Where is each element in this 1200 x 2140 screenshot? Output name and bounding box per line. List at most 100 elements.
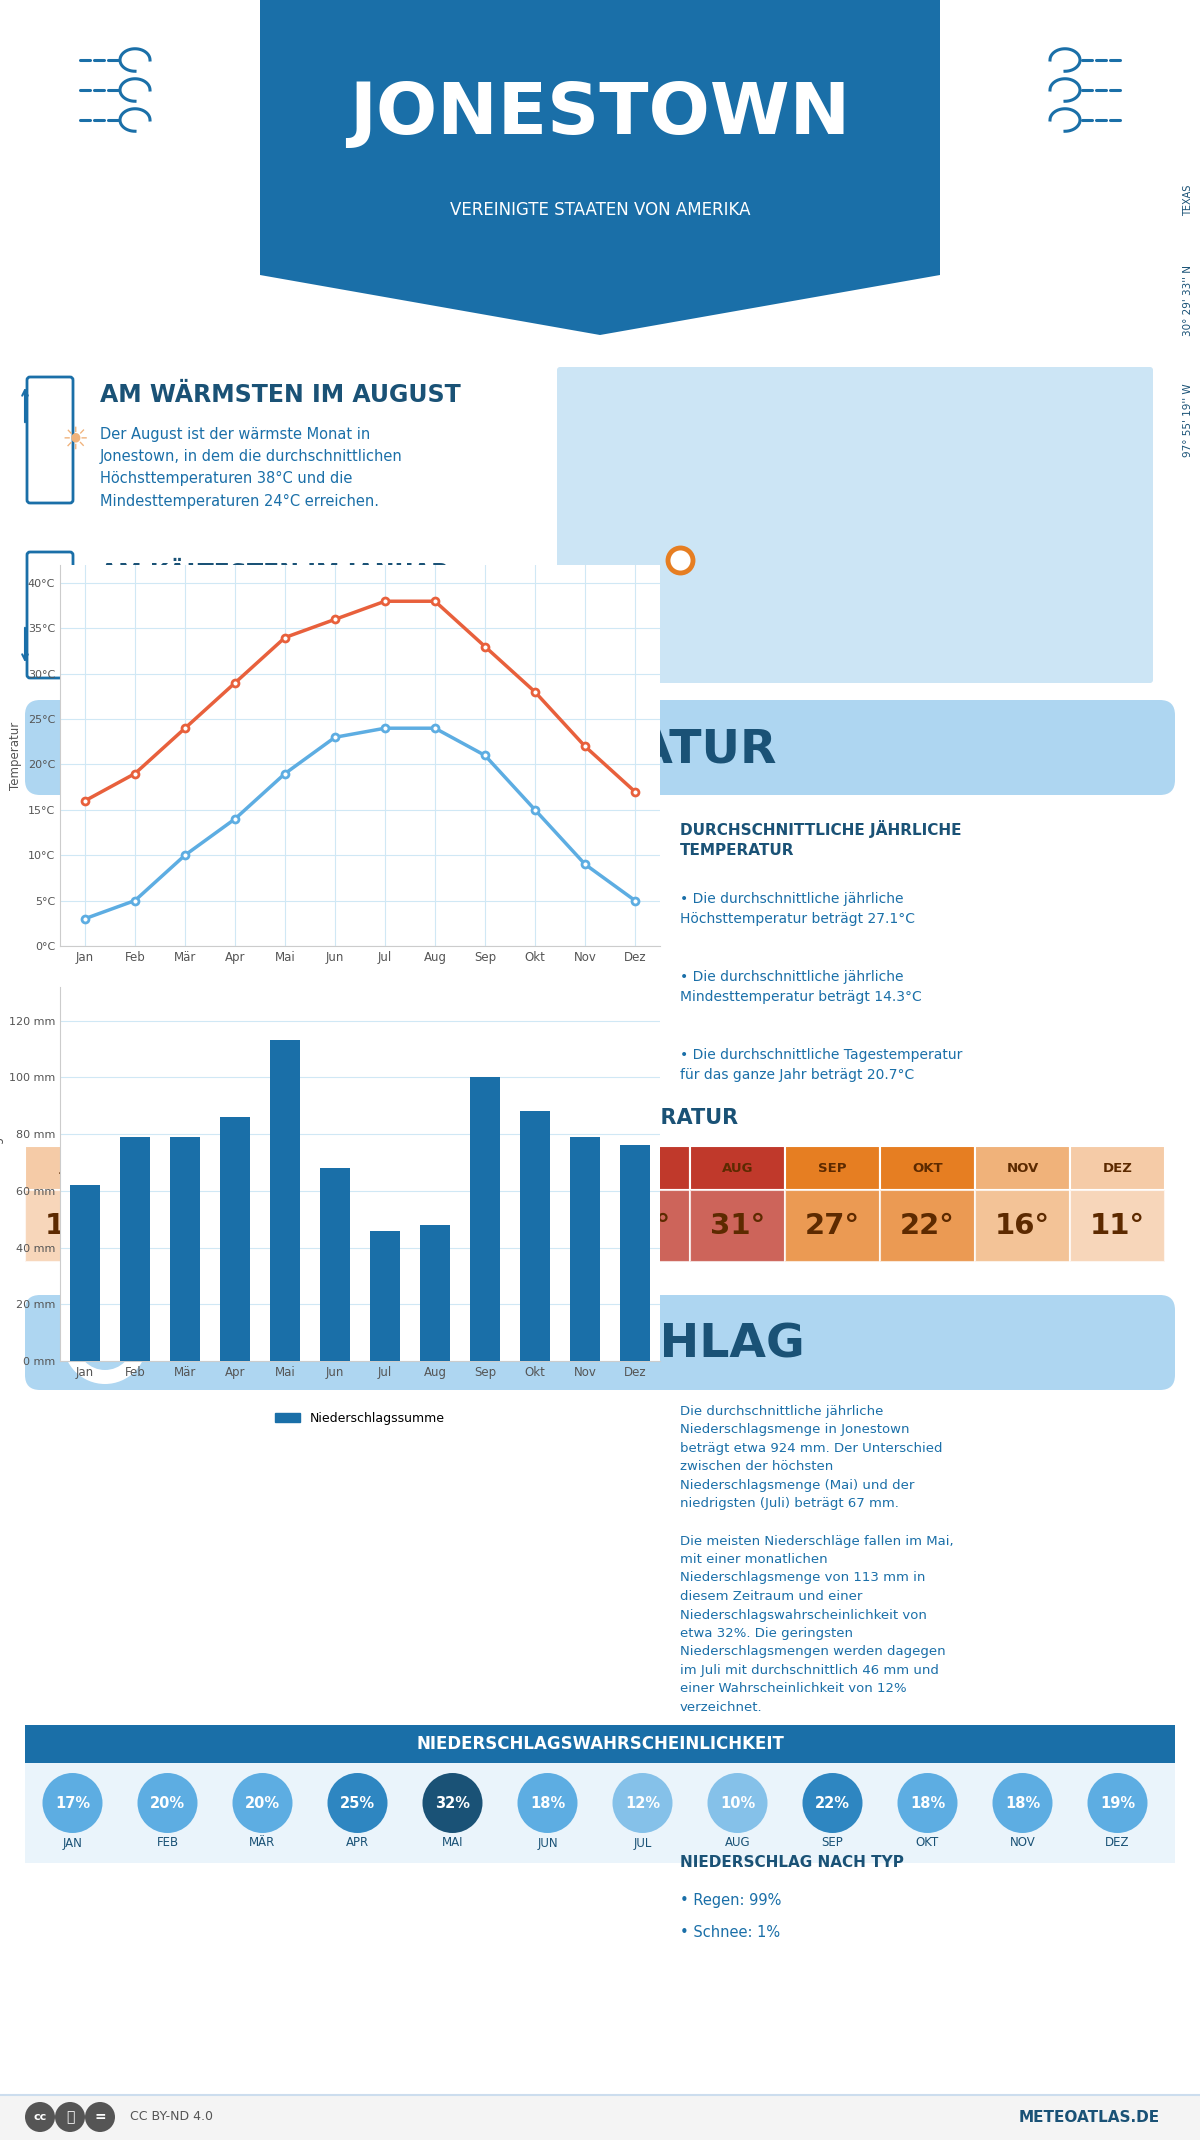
Bar: [620, 1145, 650, 1361]
Text: 32%: 32%: [436, 1795, 470, 1810]
Text: 11°: 11°: [1090, 1211, 1145, 1239]
Bar: [0, 0, 1200, 370]
Text: 27°: 27°: [805, 1211, 860, 1239]
Text: 12%: 12%: [625, 1795, 660, 1810]
Text: 18%: 18%: [910, 1795, 946, 1810]
Text: APR: APR: [346, 1836, 370, 1849]
Text: JAN: JAN: [62, 1836, 83, 1849]
Circle shape: [328, 1774, 388, 1834]
Circle shape: [612, 1774, 672, 1834]
Text: FEB: FEB: [154, 1162, 181, 1175]
Text: • Schnee: 1%: • Schnee: 1%: [680, 1926, 780, 1941]
Text: ❅: ❅: [62, 601, 88, 629]
Bar: [0, 2095, 1200, 2140]
Text: NOV: NOV: [1007, 1162, 1039, 1175]
Bar: [974, 1147, 1070, 1190]
Circle shape: [138, 1774, 198, 1834]
Legend: Maximale Temperatur, Minimale Temperatur: Maximale Temperatur, Minimale Temperatur: [167, 1012, 553, 1036]
Bar: [470, 1076, 500, 1361]
Bar: [120, 1136, 150, 1361]
Text: JUN: JUN: [538, 1836, 558, 1849]
Text: 24°: 24°: [425, 1211, 480, 1239]
Text: ⓘ: ⓘ: [66, 2110, 74, 2125]
Text: CC BY-ND 4.0: CC BY-ND 4.0: [130, 2110, 214, 2123]
Bar: [500, 1147, 595, 1190]
Text: JONESTOWN: JONESTOWN: [349, 81, 851, 150]
Bar: [215, 1190, 310, 1263]
Text: • Die durchschnittliche jährliche
Mindesttemperatur beträgt 14.3°C: • Die durchschnittliche jährliche Mindes…: [680, 969, 922, 1004]
Text: MAI: MAI: [442, 1836, 463, 1849]
Text: 19%: 19%: [1100, 1795, 1135, 1810]
Circle shape: [74, 717, 134, 777]
Text: 17%: 17%: [55, 1795, 90, 1810]
Text: Der August ist der wärmste Monat in
Jonestown, in dem die durchschnittlichen
Höc: Der August ist der wärmste Monat in Jone…: [100, 428, 403, 509]
Bar: [785, 1190, 880, 1263]
Text: NIEDERSCHLAG: NIEDERSCHLAG: [394, 1323, 806, 1367]
Text: Die durchschnittliche jährliche
Niederschlagsmenge in Jonestown
beträgt etwa 924: Die durchschnittliche jährliche Niedersc…: [680, 1406, 954, 1714]
Text: 10°: 10°: [46, 1211, 100, 1239]
Text: Der kälteste Monat des Jahres ist dagegen
der Januar mit Höchsttemperaturen von
: Der kälteste Monat des Jahres ist dagege…: [100, 601, 412, 661]
Text: AUG: AUG: [721, 1162, 754, 1175]
Bar: [25, 1190, 120, 1263]
Text: MÄR: MÄR: [250, 1836, 276, 1849]
Bar: [974, 1190, 1070, 1263]
Text: JUL: JUL: [634, 1836, 652, 1849]
Text: 30°: 30°: [614, 1211, 670, 1239]
Text: • Regen: 99%: • Regen: 99%: [680, 1894, 781, 1909]
Bar: [406, 1190, 500, 1263]
Text: 22°: 22°: [900, 1211, 955, 1239]
Text: 20%: 20%: [245, 1795, 280, 1810]
Text: 21°: 21°: [330, 1211, 385, 1239]
Text: TEXAS: TEXAS: [1183, 184, 1193, 216]
Y-axis label: Temperatur: Temperatur: [10, 721, 23, 790]
Text: 28°: 28°: [520, 1211, 575, 1239]
Bar: [170, 1136, 200, 1361]
Bar: [320, 1168, 350, 1361]
Text: 20%: 20%: [150, 1795, 185, 1810]
Text: APR: APR: [342, 1162, 373, 1175]
Text: OKT: OKT: [916, 1836, 940, 1849]
Circle shape: [64, 704, 148, 790]
Text: JAN: JAN: [59, 1162, 85, 1175]
Bar: [215, 1147, 310, 1190]
Bar: [406, 1147, 500, 1190]
Bar: [310, 1190, 406, 1263]
Circle shape: [1087, 1774, 1147, 1834]
Y-axis label: Niederschlag: Niederschlag: [0, 1134, 4, 1213]
Bar: [310, 1147, 406, 1190]
Circle shape: [517, 1774, 577, 1834]
Circle shape: [708, 1774, 768, 1834]
Bar: [1070, 1190, 1165, 1263]
Bar: [520, 1111, 550, 1361]
Bar: [220, 1117, 250, 1361]
Bar: [270, 1040, 300, 1361]
Polygon shape: [260, 0, 940, 336]
Bar: [25, 1763, 1175, 1864]
Bar: [420, 1224, 450, 1361]
Text: 12°: 12°: [140, 1211, 194, 1239]
Circle shape: [233, 1774, 293, 1834]
Bar: [690, 1190, 785, 1263]
Text: NIEDERSCHLAG NACH TYP: NIEDERSCHLAG NACH TYP: [680, 1855, 904, 1870]
Bar: [690, 1147, 785, 1190]
Text: AM WÄRMSTEN IM AUGUST: AM WÄRMSTEN IM AUGUST: [100, 383, 461, 407]
Bar: [880, 1147, 974, 1190]
Text: SEP: SEP: [818, 1162, 847, 1175]
Bar: [25, 1147, 120, 1190]
Text: VEREINIGTE STAATEN VON AMERIKA: VEREINIGTE STAATEN VON AMERIKA: [450, 201, 750, 218]
Legend: Niederschlagssumme: Niederschlagssumme: [270, 1406, 450, 1430]
Bar: [595, 1147, 690, 1190]
Circle shape: [803, 1774, 863, 1834]
Bar: [25, 1725, 1175, 1763]
Text: DEZ: DEZ: [1105, 1836, 1129, 1849]
Text: 97° 55' 19'' W: 97° 55' 19'' W: [1183, 383, 1193, 456]
Text: FEB: FEB: [156, 1836, 179, 1849]
Text: 18%: 18%: [530, 1795, 565, 1810]
Circle shape: [77, 1314, 133, 1370]
Circle shape: [422, 1774, 482, 1834]
Bar: [880, 1190, 974, 1263]
Text: 17°: 17°: [235, 1211, 290, 1239]
Text: MAI: MAI: [438, 1162, 467, 1175]
FancyBboxPatch shape: [557, 366, 1153, 683]
Bar: [1070, 1147, 1165, 1190]
